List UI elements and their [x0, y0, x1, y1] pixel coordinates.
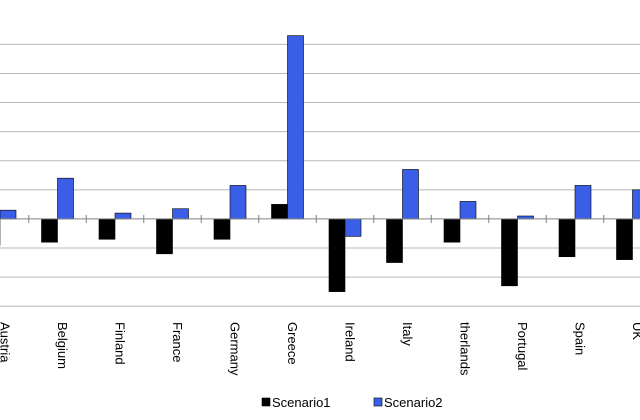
- bar-scenario2-therlands: [459, 201, 477, 220]
- legend-swatch: [373, 397, 383, 407]
- category-label: Greece: [285, 322, 300, 365]
- bar-scenario2-austria: [0, 209, 17, 220]
- category-label: France: [170, 322, 185, 362]
- bar-scenario1-belgium: [41, 218, 58, 243]
- bar-scenario2-greece: [287, 35, 304, 220]
- category-label: Italy: [400, 322, 415, 346]
- bar-scenario1-therlands: [443, 218, 461, 243]
- category-label: Finland: [113, 322, 128, 365]
- bar-scenario1-ireland: [328, 218, 346, 292]
- bar-scenario1-france: [156, 218, 173, 255]
- bar-scenario2-finland: [114, 212, 132, 220]
- category-label: Portugal: [515, 322, 530, 371]
- bars: [0, 35, 640, 292]
- legend-label: Scenario1: [272, 395, 331, 410]
- category-tick-marks: [28, 214, 605, 223]
- category-label: Germany: [228, 322, 243, 376]
- category-label: Austria: [0, 322, 13, 363]
- bar-scenario2-uk: [632, 189, 640, 220]
- bar-scenario2-germany: [229, 185, 247, 220]
- bar-scenario2-spain: [574, 185, 592, 220]
- category-label: UK: [630, 322, 640, 340]
- bar-scenario1-italy: [386, 218, 403, 263]
- category-label: Belgium: [55, 322, 70, 369]
- bar-scenario1-uk: [616, 218, 633, 260]
- category-label: Spain: [573, 322, 588, 355]
- bar-scenario2-france: [172, 208, 189, 220]
- bar-scenario2-belgium: [57, 177, 74, 220]
- bar-scenario1-finland: [98, 218, 116, 240]
- legend: Scenario1 Scenario2: [261, 395, 443, 410]
- gridlines: [0, 43, 640, 307]
- bar-scenario1-spain: [558, 218, 576, 258]
- bar-scenario1-portugal: [501, 218, 518, 287]
- category-label: Ireland: [343, 322, 358, 362]
- category-labels: Austria Belgium Finland France Germany Greece…: [0, 322, 640, 376]
- bar-scenario1-germany: [213, 218, 231, 240]
- category-label: therlands: [458, 322, 473, 376]
- bar-scenario2-italy: [402, 169, 419, 220]
- bar-scenario1-greece: [271, 204, 288, 220]
- legend-label: Scenario2: [384, 395, 443, 410]
- bar-scenario2-ireland: [344, 218, 362, 237]
- legend-swatch: [261, 397, 271, 407]
